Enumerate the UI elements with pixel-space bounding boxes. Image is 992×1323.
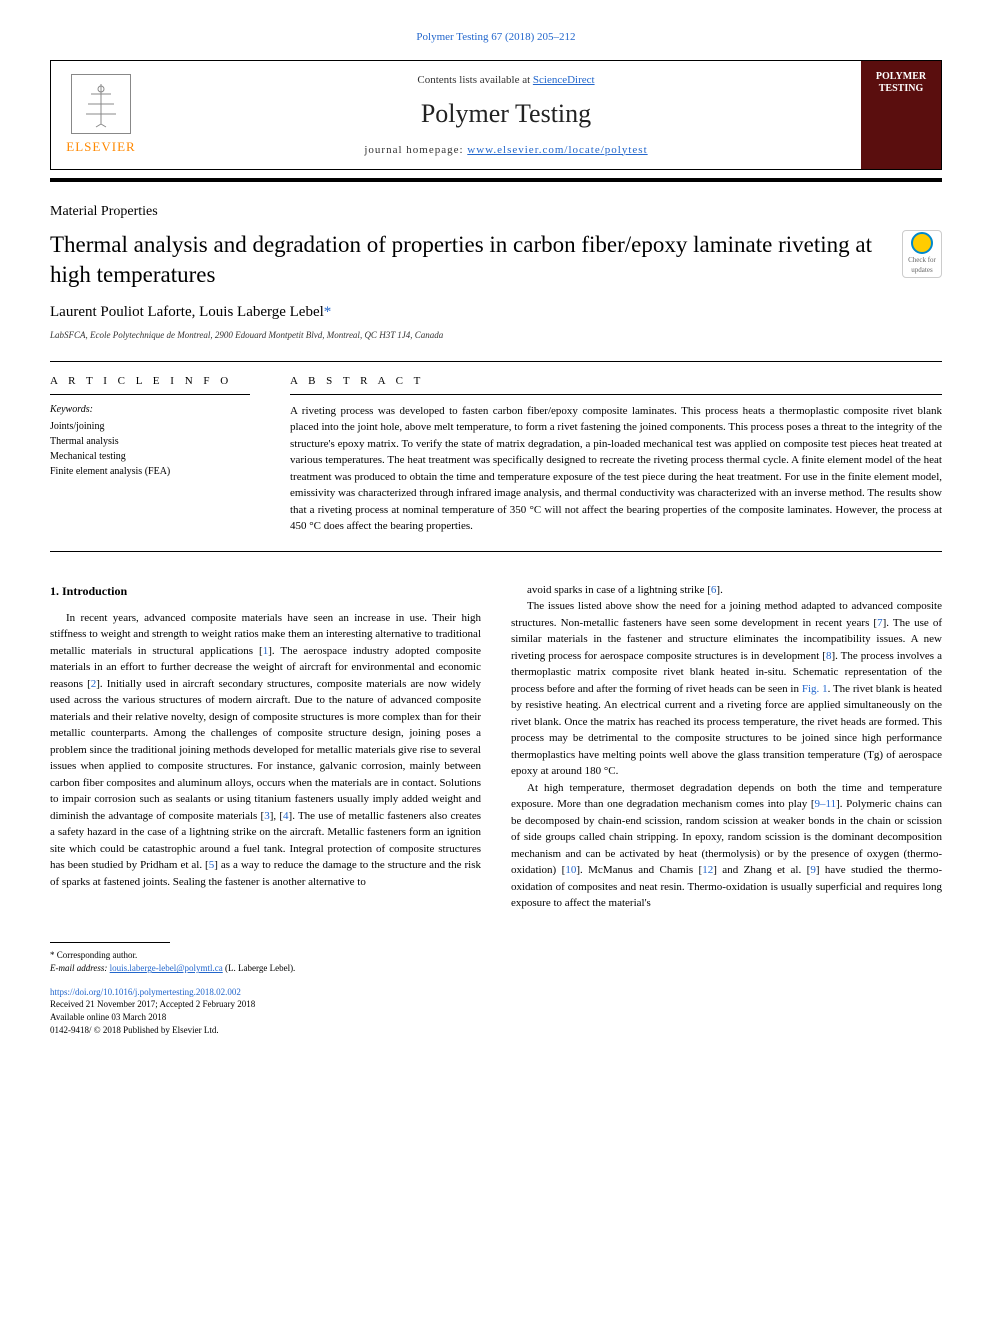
header-center: Contents lists available at ScienceDirec… [151,61,861,169]
article-info-panel: A R T I C L E I N F O Keywords: Joints/j… [50,374,250,534]
journal-cover-text: POLYMER TESTING [866,71,936,95]
author-names: Laurent Pouliot Laforte, Louis Laberge L… [50,304,324,320]
article-title: Thermal analysis and degradation of prop… [50,230,882,290]
corresponding-author-note: * Corresponding author. [50,949,942,963]
body-column-left: 1. Introduction In recent years, advance… [50,582,481,912]
doi-link[interactable]: https://doi.org/10.1016/j.polymertesting… [50,986,942,999]
keyword-item: Finite element analysis (FEA) [50,464,250,479]
keyword-item: Joints/joining [50,419,250,434]
body-paragraph: The issues listed above show the need fo… [511,598,942,780]
footnote-separator [50,942,170,943]
keywords-label: Keywords: [50,403,250,417]
citation-header: Polymer Testing 67 (2018) 205–212 [50,30,942,45]
header-separator-bar [50,178,942,182]
updates-badge-icon [911,232,933,254]
section-label: Material Properties [50,202,942,222]
author-email-link[interactable]: louis.laberge-lebel@polymtl.ca [110,963,223,973]
email-suffix: (L. Laberge Lebel). [223,963,296,973]
copyright-line: 0142-9418/ © 2018 Published by Elsevier … [50,1024,942,1037]
footnote-block: * Corresponding author. E-mail address: … [50,949,942,976]
keyword-item: Thermal analysis [50,434,250,449]
authors-line: Laurent Pouliot Laforte, Louis Laberge L… [50,302,942,323]
homepage-prefix: journal homepage: [364,144,467,156]
body-paragraph: In recent years, advanced composite mate… [50,610,481,891]
body-paragraph: At high temperature, thermoset degradati… [511,780,942,912]
publisher-name: ELSEVIER [66,138,135,156]
contents-list-line: Contents lists available at ScienceDirec… [417,73,594,88]
keyword-item: Mechanical testing [50,449,250,464]
email-label: E-mail address: [50,963,110,973]
abstract-text: A riveting process was developed to fast… [290,403,942,535]
journal-header-box: ELSEVIER Contents lists available at Sci… [50,60,942,170]
journal-cover-thumbnail: POLYMER TESTING [861,61,941,169]
elsevier-tree-icon [71,74,131,134]
check-updates-badge[interactable]: Check for updates [902,230,942,278]
received-accepted-date: Received 21 November 2017; Accepted 2 Fe… [50,998,942,1011]
journal-homepage-link[interactable]: www.elsevier.com/locate/polytest [467,144,647,156]
abstract-panel: A B S T R A C T A riveting process was d… [290,374,942,534]
body-paragraph: avoid sparks in case of a lightning stri… [511,582,942,599]
publication-dates: Received 21 November 2017; Accepted 2 Fe… [50,998,942,1036]
body-columns: 1. Introduction In recent years, advance… [50,582,942,912]
intro-heading: 1. Introduction [50,582,481,600]
abstract-heading: A B S T R A C T [290,374,942,394]
publisher-logo: ELSEVIER [51,61,151,169]
journal-title: Polymer Testing [421,96,591,132]
online-date: Available online 03 March 2018 [50,1011,942,1024]
affiliation: LabSFCA, Ecole Polytechnique de Montreal… [50,329,942,342]
article-info-heading: A R T I C L E I N F O [50,374,250,394]
sciencedirect-link[interactable]: ScienceDirect [533,74,595,86]
journal-homepage-line: journal homepage: www.elsevier.com/locat… [364,143,647,158]
corresponding-marker: * [324,304,332,320]
body-column-right: avoid sparks in case of a lightning stri… [511,582,942,912]
updates-badge-label: Check for updates [903,256,941,276]
contents-prefix: Contents lists available at [417,74,532,86]
